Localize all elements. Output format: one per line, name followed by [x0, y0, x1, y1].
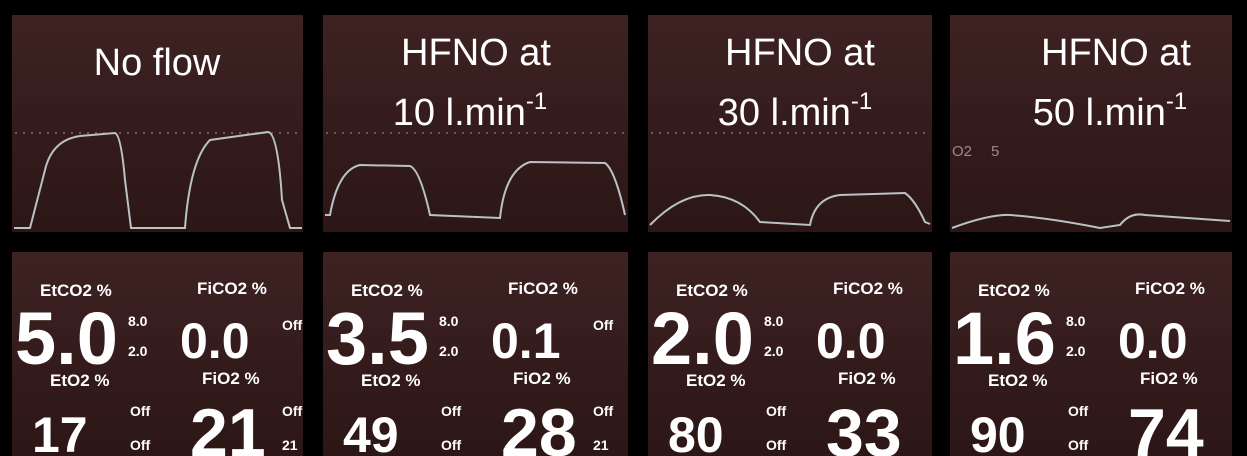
rate: 30 l.min: [718, 92, 851, 134]
eto2-low: Off: [1068, 437, 1089, 453]
fio2-label: FiO2 %: [838, 369, 896, 388]
rate-exponent: -1: [1166, 88, 1187, 115]
rate-exponent: -1: [526, 88, 547, 115]
rate: 50 l.min: [1033, 92, 1166, 134]
eto2: 17: [32, 407, 88, 456]
flow-rate: 30 l.min-1: [718, 88, 872, 134]
panel-title: No flow: [94, 42, 221, 84]
etco2-low: 2.0: [439, 343, 459, 359]
fico2: 0.0: [180, 313, 250, 369]
etco2: 2.0: [651, 297, 754, 380]
etco2-high: 8.0: [1066, 313, 1086, 329]
fico2: 0.0: [816, 313, 886, 369]
flow-rate: 10 l.min-1: [393, 88, 547, 134]
fio2-low: 21: [593, 437, 609, 453]
eto2: 90: [970, 407, 1026, 456]
fio2-high: Off: [593, 403, 614, 419]
fico2-label: FiCO2 %: [197, 279, 267, 298]
rate-exponent: -1: [851, 88, 872, 115]
fico2-alarm: Off: [593, 317, 614, 333]
rate: 10 l.min: [393, 92, 526, 134]
etco2: 5.0: [15, 297, 118, 380]
fio2-label: FiO2 %: [513, 369, 571, 388]
fio2-label: FiO2 %: [202, 369, 260, 388]
monitor-figure: No flow HFNO at 10 l.min-1 HFNO at 30 l.…: [0, 0, 1247, 456]
scale-value: 5: [991, 143, 999, 160]
fio2: 74: [1128, 395, 1204, 456]
eto2-low: Off: [766, 437, 787, 453]
panel-title: HFNO at: [401, 32, 551, 74]
fico2-label: FiCO2 %: [833, 279, 903, 298]
fico2-label: FiCO2 %: [508, 279, 578, 298]
etco2-high: 8.0: [128, 313, 148, 329]
scale-label: O2: [952, 143, 972, 160]
fio2: 28: [501, 395, 577, 456]
etco2-low: 2.0: [1066, 343, 1086, 359]
etco2-low: 2.0: [764, 343, 784, 359]
fio2-high: Off: [282, 403, 303, 419]
fio2-label: FiO2 %: [1140, 369, 1198, 388]
etco2-high: 8.0: [764, 313, 784, 329]
etco2: 3.5: [326, 297, 429, 380]
fio2: 21: [190, 395, 266, 456]
etco2-high: 8.0: [439, 313, 459, 329]
fico2-label: FiCO2 %: [1135, 279, 1205, 298]
fico2-alarm: Off: [282, 317, 303, 333]
eto2-high: Off: [130, 403, 151, 419]
eto2-label: EtO2 %: [361, 371, 421, 390]
eto2: 49: [343, 407, 399, 456]
eto2-high: Off: [766, 403, 787, 419]
eto2-low: Off: [130, 437, 151, 453]
fio2: 33: [826, 395, 902, 456]
fico2: 0.0: [1118, 313, 1188, 369]
fico2: 0.1: [491, 313, 561, 369]
eto2-label: EtO2 %: [988, 371, 1048, 390]
etco2-low: 2.0: [128, 343, 148, 359]
eto2: 80: [668, 407, 724, 456]
panel-title: HFNO at: [1041, 32, 1191, 74]
eto2-high: Off: [1068, 403, 1089, 419]
flow-rate: 50 l.min-1: [1033, 88, 1187, 134]
eto2-low: Off: [441, 437, 462, 453]
etco2: 1.6: [953, 297, 1056, 380]
panel-title: HFNO at: [725, 32, 875, 74]
eto2-label: EtO2 %: [686, 371, 746, 390]
fio2-low: 21: [282, 437, 298, 453]
eto2-high: Off: [441, 403, 462, 419]
eto2-label: EtO2 %: [50, 371, 110, 390]
